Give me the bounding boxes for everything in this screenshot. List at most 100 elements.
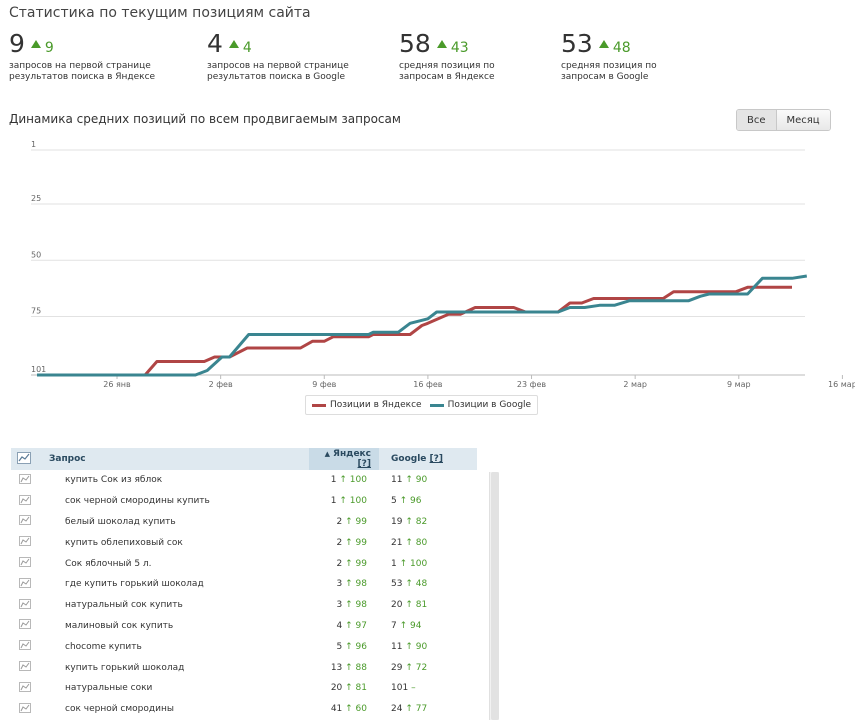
row-google: 101 – xyxy=(379,678,477,699)
row-chart-icon[interactable] xyxy=(11,532,41,553)
row-chart-icon[interactable] xyxy=(11,595,41,616)
header-query[interactable]: Запрос xyxy=(49,454,86,464)
table-row[interactable]: Сок яблочный 5 л. 2 ↑ 99 1 ↑ 100 xyxy=(11,553,477,574)
row-google: 5 ↑ 96 xyxy=(379,491,477,512)
row-chart-icon[interactable] xyxy=(11,699,41,720)
table-scrollbar[interactable] xyxy=(489,472,499,720)
google-position: 19 xyxy=(391,516,403,527)
google-change: ↑ 81 xyxy=(405,600,428,611)
stat-delta: 9 xyxy=(44,40,54,56)
row-chart-icon[interactable] xyxy=(11,574,41,595)
table-row[interactable]: сок черной смородины 41 ↑ 60 24 ↑ 77 xyxy=(11,699,477,720)
row-chart-icon[interactable] xyxy=(11,470,41,491)
row-query: chocome купить xyxy=(65,641,142,652)
yandex-change: ↑ 60 xyxy=(345,704,367,715)
stat-desc: средняя позиция по запросам в Google xyxy=(561,61,657,82)
yandex-position: 3 xyxy=(336,600,343,611)
scrollbar-thumb[interactable] xyxy=(491,472,499,720)
google-position: 7 xyxy=(391,620,397,631)
y-tick-label: 101 xyxy=(31,365,46,374)
stat-value: 58 xyxy=(399,29,431,58)
row-google: 1 ↑ 100 xyxy=(379,553,477,574)
table-row[interactable]: купить облепиховый сок 2 ↑ 99 21 ↑ 80 xyxy=(11,532,477,553)
yandex-change: ↑ 97 xyxy=(345,620,367,631)
google-change: ↑ 80 xyxy=(405,537,428,548)
row-google: 24 ↑ 77 xyxy=(379,699,477,720)
row-chart-icon[interactable] xyxy=(11,512,41,533)
range-all-button[interactable]: Все xyxy=(737,110,776,130)
table-row[interactable]: белый шоколад купить 2 ↑ 99 19 ↑ 82 xyxy=(11,512,477,533)
y-tick-label: 50 xyxy=(31,250,41,259)
x-tick-label: 16 фев xyxy=(413,380,442,389)
table-row[interactable]: купить горький шоколад 13 ↑ 88 29 ↑ 72 xyxy=(11,657,477,678)
legend-item-google[interactable]: Позиции в Google xyxy=(429,400,531,410)
row-chart-icon[interactable] xyxy=(11,491,41,512)
y-tick-label: 75 xyxy=(31,307,41,316)
google-change: ↑ 100 xyxy=(399,558,428,569)
yandex-change: ↑ 100 xyxy=(339,475,367,486)
google-change: ↑ 90 xyxy=(405,475,428,486)
table-row[interactable]: chocome купить 5 ↑ 96 11 ↑ 90 xyxy=(11,636,477,657)
google-position: 11 xyxy=(391,641,403,652)
table-row[interactable]: малиновый сок купить 4 ↑ 97 7 ↑ 94 xyxy=(11,616,477,637)
queries-table: Запрос ▲ Яндекс [?] Google [?] купить Сок… xyxy=(11,448,499,720)
yandex-change: ↑ 100 xyxy=(339,496,367,507)
yandex-change: ↑ 88 xyxy=(345,662,367,673)
google-change: – xyxy=(411,683,416,694)
header-yandex[interactable]: ▲ Яндекс [?] xyxy=(309,448,379,470)
table-row[interactable]: где купить горький шоколад 3 ↑ 98 53 ↑ 48 xyxy=(11,574,477,595)
row-query: купить горький шоколад xyxy=(65,662,185,673)
legend-item-yandex[interactable]: Позиции в Яндексе xyxy=(312,400,422,410)
x-tick-label: 23 фев xyxy=(517,380,546,389)
yandex-change: ↑ 99 xyxy=(345,516,367,527)
yandex-position: 1 xyxy=(330,496,337,507)
table-row[interactable]: купить Сок из яблок 1 ↑ 100 11 ↑ 90 xyxy=(11,470,477,491)
stat-value: 53 xyxy=(561,29,593,58)
row-chart-icon[interactable] xyxy=(11,636,41,657)
row-yandex: 3 ↑ 98 xyxy=(309,574,379,595)
header-google[interactable]: Google [?] xyxy=(379,448,477,470)
row-yandex: 2 ↑ 99 xyxy=(309,532,379,553)
google-change: ↑ 90 xyxy=(405,641,428,652)
x-tick-label: 26 янв xyxy=(103,380,131,389)
stat-desc: запросов на первой странице результатов … xyxy=(207,61,349,82)
stat-yandex-avg: 58 43 средняя позиция по запросам в Янде… xyxy=(399,30,514,83)
row-chart-icon[interactable] xyxy=(11,657,41,678)
row-chart-icon[interactable] xyxy=(11,616,41,637)
header-chart-icon[interactable] xyxy=(11,448,41,470)
help-yandex-link[interactable]: [?] xyxy=(357,459,371,469)
help-google-link[interactable]: [?] xyxy=(429,454,443,464)
yandex-change: ↑ 99 xyxy=(345,537,367,548)
table-row[interactable]: натуральные соки 20 ↑ 81 101 – xyxy=(11,678,477,699)
google-position: 101 xyxy=(391,683,409,694)
row-google: 53 ↑ 48 xyxy=(379,574,477,595)
row-query: купить Сок из яблок xyxy=(65,475,163,486)
yandex-position: 13 xyxy=(330,662,343,673)
yandex-change: ↑ 98 xyxy=(345,579,367,590)
row-yandex: 1 ↑ 100 xyxy=(309,491,379,512)
google-position: 11 xyxy=(391,475,403,486)
legend-swatch xyxy=(429,403,444,407)
google-position: 53 xyxy=(391,579,403,590)
stat-google-top: 4 4 запросов на первой странице результа… xyxy=(207,30,367,83)
google-position: 24 xyxy=(391,704,403,715)
row-google: 19 ↑ 82 xyxy=(379,512,477,533)
row-yandex: 2 ↑ 99 xyxy=(309,512,379,533)
yandex-position: 5 xyxy=(336,641,343,652)
table-row[interactable]: сок черной смородины купить 1 ↑ 100 5 ↑ 96 xyxy=(11,491,477,512)
legend-label: Позиции в Яндексе xyxy=(330,400,422,410)
yandex-change: ↑ 98 xyxy=(345,600,367,611)
x-tick-label: 2 фев xyxy=(209,380,233,389)
range-month-button[interactable]: Месяц xyxy=(775,110,830,130)
google-position: 5 xyxy=(391,496,397,507)
row-google: 11 ↑ 90 xyxy=(379,636,477,657)
google-change: ↑ 82 xyxy=(405,516,428,527)
series-line-google[interactable] xyxy=(37,274,808,377)
row-yandex: 4 ↑ 97 xyxy=(309,616,379,637)
row-yandex: 1 ↑ 100 xyxy=(309,470,379,491)
table-row[interactable]: натуральный сок купить 3 ↑ 98 20 ↑ 81 xyxy=(11,595,477,616)
row-chart-icon[interactable] xyxy=(11,553,41,574)
yandex-change: ↑ 96 xyxy=(345,641,367,652)
google-position: 1 xyxy=(391,558,397,569)
row-chart-icon[interactable] xyxy=(11,678,41,699)
